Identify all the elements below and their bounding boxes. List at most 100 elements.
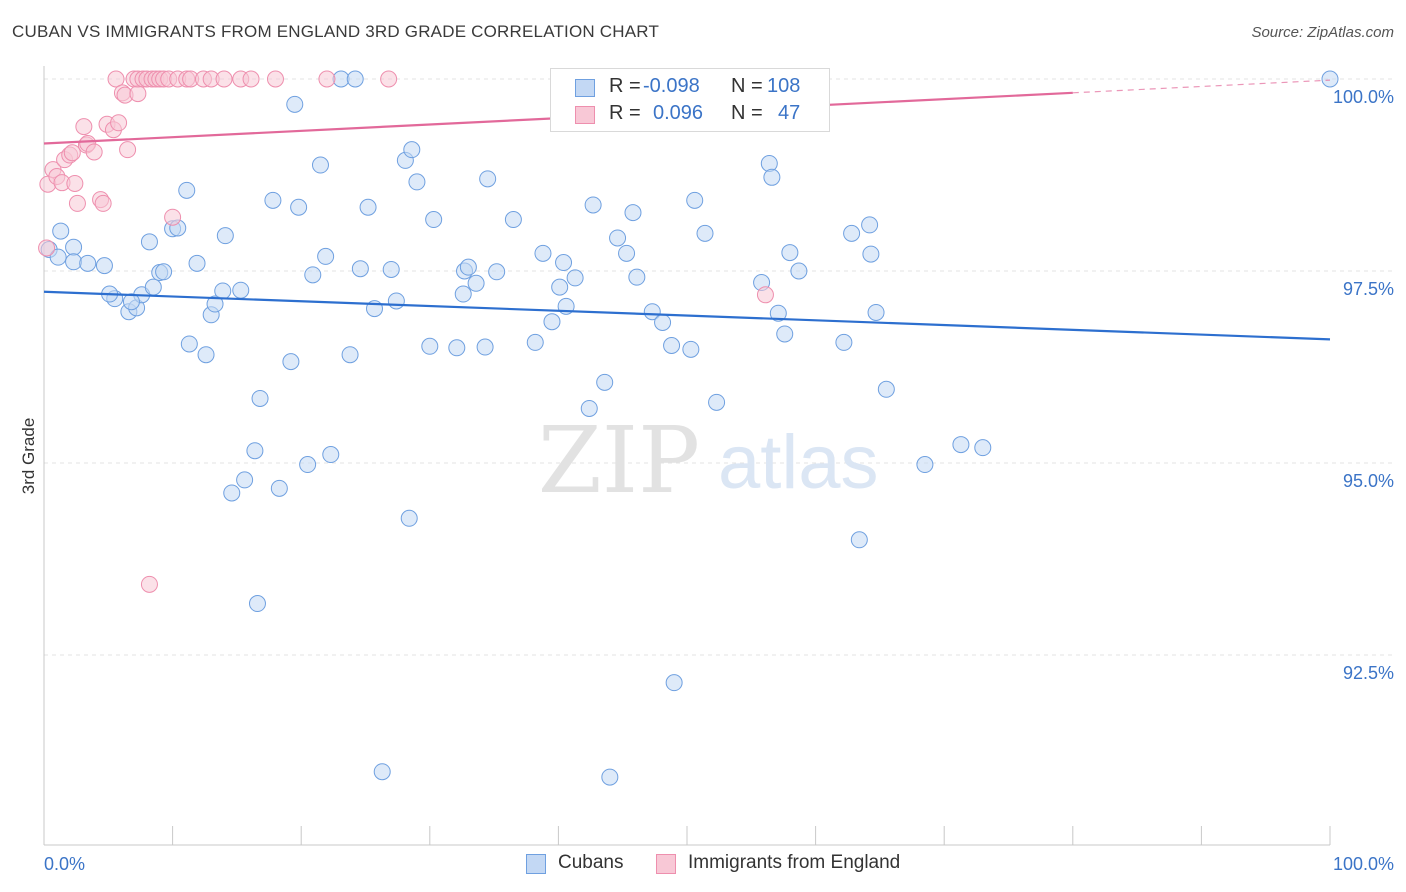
point-cubans	[618, 244, 636, 262]
point-cubans	[232, 281, 250, 299]
point-cubans	[454, 285, 472, 303]
point-cubans	[867, 303, 885, 321]
legend-row-england: R = 0.096 N = 47	[551, 100, 829, 128]
point-cubans	[290, 198, 308, 216]
point-england	[140, 575, 158, 593]
point-cubans	[609, 229, 627, 247]
point-cubans	[197, 346, 215, 364]
point-cubans	[122, 293, 140, 311]
point-england	[380, 70, 398, 88]
point-england	[107, 70, 125, 88]
point-cubans	[223, 484, 241, 502]
point-cubans	[781, 244, 799, 262]
point-cubans	[861, 216, 879, 234]
point-cubans	[206, 295, 224, 313]
y-tick-label: 92.5%	[1343, 663, 1394, 683]
point-england	[94, 194, 112, 212]
point-cubans	[95, 257, 113, 275]
point-cubans	[403, 141, 421, 159]
point-cubans	[311, 156, 329, 174]
point-cubans	[624, 204, 642, 222]
point-cubans	[682, 340, 700, 358]
x-tick-label-min: 0.0%	[44, 854, 85, 874]
point-cubans	[555, 254, 573, 272]
point-cubans	[448, 339, 466, 357]
data-points	[38, 70, 1339, 786]
point-cubans	[1321, 70, 1339, 88]
point-cubans	[596, 373, 614, 391]
point-cubans	[952, 436, 970, 454]
bottom-legend-swatch-cubans	[526, 854, 546, 874]
point-cubans	[526, 333, 544, 351]
point-cubans	[322, 446, 340, 464]
point-cubans	[282, 353, 300, 371]
point-cubans	[584, 196, 602, 214]
point-england	[66, 174, 84, 192]
point-england	[68, 194, 86, 212]
point-cubans	[216, 227, 234, 245]
point-cubans	[665, 674, 683, 692]
point-cubans	[877, 380, 895, 398]
legend-n-value: 108	[767, 75, 801, 97]
point-cubans	[188, 254, 206, 272]
point-cubans	[400, 509, 418, 527]
point-cubans	[534, 244, 552, 262]
point-cubans	[270, 479, 288, 497]
point-england	[110, 114, 128, 132]
point-cubans	[862, 245, 880, 263]
point-cubans	[760, 154, 778, 172]
legend-row-cubans: R = -0.098 N = 108	[551, 73, 829, 101]
point-cubans	[408, 173, 426, 191]
point-cubans	[504, 211, 522, 229]
point-cubans	[359, 198, 377, 216]
legend-swatch-england	[575, 106, 595, 124]
point-england	[75, 118, 93, 136]
y-axis-title: 3rd Grade	[19, 418, 38, 495]
point-cubans	[251, 389, 269, 407]
point-cubans	[332, 70, 350, 88]
point-cubans	[65, 253, 83, 271]
point-cubans	[763, 168, 781, 186]
point-england	[38, 239, 56, 257]
y-tick-label: 95.0%	[1343, 471, 1394, 491]
point-cubans	[180, 335, 198, 353]
grid-lines	[44, 78, 1394, 656]
point-cubans	[52, 222, 70, 240]
point-cubans	[566, 269, 584, 287]
point-cubans	[214, 282, 232, 300]
point-cubans	[236, 471, 254, 489]
point-cubans	[140, 233, 158, 251]
point-cubans	[488, 263, 506, 281]
legend-r-label: R =	[609, 102, 641, 124]
point-england	[215, 70, 233, 88]
point-england	[129, 85, 147, 103]
point-cubans	[304, 266, 322, 284]
point-cubans	[696, 224, 714, 242]
point-cubans	[49, 248, 67, 266]
point-cubans	[299, 456, 317, 474]
point-cubans	[974, 439, 992, 457]
point-cubans	[246, 442, 264, 460]
point-cubans	[178, 181, 196, 199]
point-cubans	[843, 224, 861, 242]
point-cubans	[835, 333, 853, 351]
bottom-legend-label-cubans: Cubans	[558, 852, 624, 873]
legend-r-value: 0.096	[653, 102, 704, 124]
legend-n-label: N =	[731, 75, 763, 97]
point-cubans	[601, 768, 619, 786]
point-england	[63, 144, 81, 162]
point-cubans	[144, 278, 162, 296]
point-cubans	[479, 170, 497, 188]
point-cubans	[351, 260, 369, 278]
source-label: Source: ZipAtlas.com	[1251, 24, 1394, 41]
point-cubans	[790, 262, 808, 280]
point-cubans	[551, 278, 569, 296]
point-cubans	[425, 211, 443, 229]
point-cubans	[543, 313, 561, 331]
point-england	[266, 70, 284, 88]
x-tick-label-max: 100.0%	[1333, 854, 1394, 874]
point-cubans	[346, 70, 364, 88]
point-cubans	[373, 763, 391, 781]
point-cubans	[155, 263, 173, 281]
